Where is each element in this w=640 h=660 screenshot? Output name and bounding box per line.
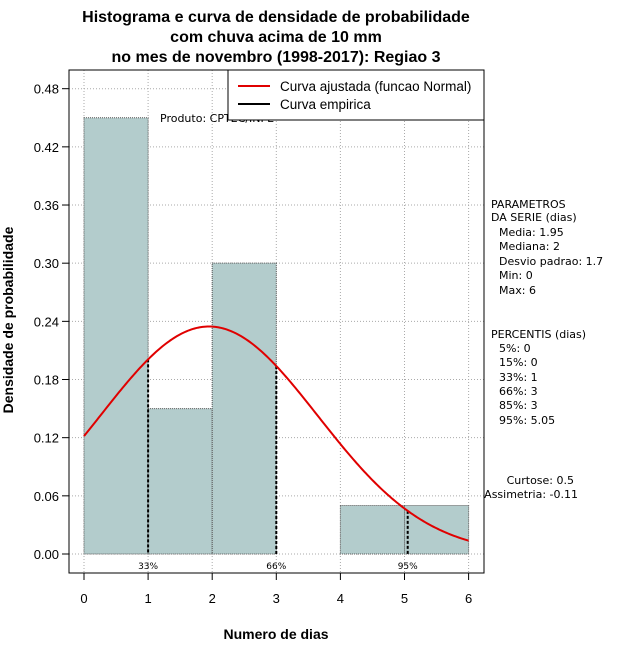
histogram-bar bbox=[339, 505, 405, 555]
y-axis-title: Densidade de probabilidade bbox=[0, 226, 16, 413]
percentis-line: 85%: 3 bbox=[499, 399, 538, 412]
percentis-header: PERCENTIS (dias) bbox=[491, 328, 586, 341]
parametros-line: Min: 0 bbox=[499, 269, 533, 282]
percentile-label: 33% bbox=[138, 562, 158, 572]
parametros-header-1: PARAMETROS bbox=[491, 198, 566, 211]
percentis-line: 5%: 0 bbox=[499, 342, 531, 355]
y-tick-label: 0.18 bbox=[34, 373, 59, 388]
percentis-line: 66%: 3 bbox=[499, 385, 538, 398]
x-axis-title: Numero de dias bbox=[223, 626, 328, 642]
percentis-line: 15%: 0 bbox=[499, 356, 538, 369]
percentile-label: 66% bbox=[266, 562, 286, 572]
parametros-header-2: DA SERIE (dias) bbox=[491, 211, 577, 224]
percentile-label: 95% bbox=[398, 562, 418, 572]
parametros-line: Desvio padrao: 1.7 bbox=[499, 255, 603, 268]
percentile-lines: 33% 66% 95% bbox=[138, 359, 418, 572]
y-tick-label: 0.36 bbox=[34, 198, 59, 213]
chart-title-line-1: Histograma e curva de densidade de proba… bbox=[82, 9, 470, 26]
percentis-line: 33%: 1 bbox=[499, 371, 538, 384]
legend: Curva ajustada (funcao Normal) Curva emp… bbox=[227, 69, 485, 121]
histogram-bars bbox=[83, 117, 470, 555]
legend-label-normal: Curva ajustada (funcao Normal) bbox=[280, 79, 471, 94]
histogram-bar bbox=[83, 117, 149, 555]
x-tick-label: 3 bbox=[273, 591, 280, 606]
y-axis: 0.00 0.06 0.12 0.18 0.24 0.30 0.36 0.42 0.48 bbox=[34, 82, 69, 562]
y-tick-label: 0.42 bbox=[34, 140, 59, 155]
chart-title-line-2: com chuva acima de 10 mm bbox=[170, 29, 382, 46]
shape-stats-block: Curtose: 0.5 Assimetria: -0.11 bbox=[484, 474, 578, 501]
x-tick-label: 4 bbox=[337, 591, 344, 606]
y-tick-label: 0.00 bbox=[34, 547, 59, 562]
legend-box bbox=[227, 69, 485, 121]
x-tick-label: 5 bbox=[401, 591, 408, 606]
y-tick-label: 0.24 bbox=[34, 314, 59, 329]
normal-fit-curve bbox=[83, 325, 469, 542]
percentis-block: PERCENTIS (dias) 5%: 0 15%: 0 33%: 1 66%… bbox=[491, 328, 586, 427]
x-tick-label: 6 bbox=[465, 591, 472, 606]
chart-title-line-3: no mes de novembro (1998-2017): Regiao 3 bbox=[112, 49, 441, 66]
curtose-text: Curtose: 0.5 bbox=[507, 474, 574, 487]
percentis-line: 95%: 5.05 bbox=[499, 414, 555, 427]
x-tick-label: 1 bbox=[144, 591, 151, 606]
y-tick-label: 0.12 bbox=[34, 431, 59, 446]
histogram-bar bbox=[147, 408, 213, 555]
x-tick-label: 2 bbox=[209, 591, 216, 606]
parametros-line: Max: 6 bbox=[499, 284, 536, 297]
parametros-line: Media: 1.95 bbox=[499, 226, 564, 239]
histogram-bar bbox=[404, 505, 470, 555]
y-tick-label: 0.30 bbox=[34, 256, 59, 271]
assimetria-text: Assimetria: -0.11 bbox=[484, 488, 578, 501]
parametros-line: Mediana: 2 bbox=[499, 240, 560, 253]
parametros-block: PARAMETROS DA SERIE (dias) Media: 1.95 M… bbox=[491, 198, 603, 297]
y-tick-label: 0.48 bbox=[34, 82, 59, 97]
legend-label-empirical: Curva empirica bbox=[280, 97, 371, 112]
x-tick-label: 0 bbox=[80, 591, 87, 606]
histogram-bar bbox=[211, 262, 277, 555]
x-axis: 0 1 2 3 4 5 6 bbox=[80, 572, 472, 606]
y-tick-label: 0.06 bbox=[34, 489, 59, 504]
